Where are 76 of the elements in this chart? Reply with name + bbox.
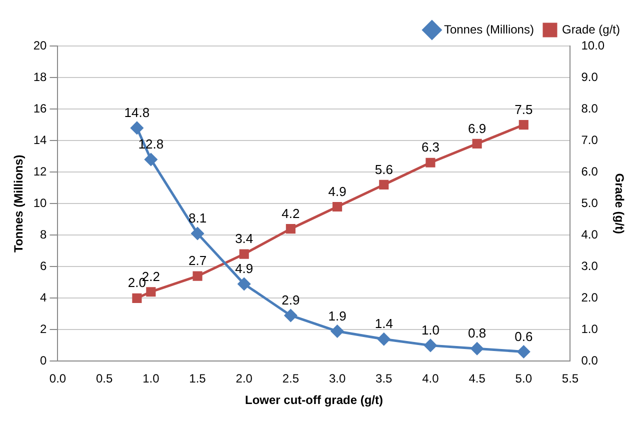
x-axis-title: Lower cut-off grade (g/t) [244, 393, 383, 408]
point [378, 332, 390, 346]
x-tick-label: 4.5 [468, 372, 486, 386]
point [517, 345, 530, 358]
y2-tick-label: 6.0 [581, 164, 598, 178]
data-label: 1.4 [374, 316, 393, 332]
y2-tick-label: 5.0 [581, 196, 598, 210]
y2-tick-label: 9.0 [581, 70, 598, 84]
point [472, 138, 482, 148]
point [192, 271, 202, 281]
y2-tick-label: 3.0 [581, 258, 598, 273]
point [144, 153, 158, 166]
x-tick-label: 0.5 [96, 372, 113, 386]
y-tick-label: 8 [40, 227, 48, 242]
data-label: 4.2 [282, 206, 300, 221]
y-tick-label: 10 [33, 196, 48, 210]
point [379, 180, 389, 190]
data-label: 0.8 [468, 326, 486, 341]
point [239, 249, 249, 259]
y2-tick-label: 1.0 [581, 322, 598, 336]
point [470, 342, 484, 355]
y-tick-label: 4 [40, 290, 48, 304]
point [146, 287, 156, 297]
data-label: 8.1 [188, 210, 207, 226]
y-tick-label: 16 [33, 101, 48, 116]
data-label: 2.7 [188, 253, 207, 268]
y2-tick-label: 8.0 [581, 101, 598, 116]
point [130, 122, 144, 134]
y2-tick-label: 2.0 [581, 290, 598, 304]
x-tick-label: 4.0 [422, 372, 440, 386]
point [132, 293, 142, 303]
point [331, 325, 344, 338]
data-label: 3.4 [235, 231, 254, 246]
data-label: 6.3 [421, 140, 440, 155]
point [191, 227, 204, 240]
x-tick-label: 3.5 [376, 372, 393, 386]
point [518, 120, 528, 130]
data-label: 7.5 [514, 102, 533, 117]
y-tick-label: 2 [40, 322, 48, 336]
x-tick-label: 1.5 [189, 372, 206, 386]
data-label: 6.9 [468, 120, 486, 136]
y-tick-label: 18 [33, 70, 48, 84]
data-label: 2.9 [282, 292, 300, 308]
data-label: 0.6 [514, 328, 533, 344]
point [332, 202, 342, 212]
y-tick-label: 0 [40, 354, 48, 368]
data-label: 1.9 [328, 308, 346, 324]
data-label: 4.9 [235, 261, 254, 276]
data-label: 5.6 [374, 162, 393, 177]
point [284, 309, 297, 322]
y2-tick-label: 4.0 [581, 227, 598, 242]
y-tick-label: 6 [40, 258, 48, 273]
point [238, 278, 250, 290]
y2-tick-label: 7.0 [581, 132, 598, 147]
y2-tick-label: 10.0 [581, 38, 605, 52]
x-tick-label: 5.0 [515, 372, 532, 386]
y-tick-label: 14 [33, 132, 48, 147]
data-label: 4.9 [328, 184, 346, 199]
legend-label: Tonnes (Millions) [444, 22, 534, 36]
data-label: 14.8 [124, 105, 150, 120]
y-tick-label: 20 [33, 38, 48, 52]
y-axis-title: Tonnes (Millions) [12, 154, 26, 252]
x-tick-label: 2.0 [236, 372, 253, 386]
point [286, 224, 296, 234]
x-tick-label: 0.0 [49, 372, 66, 386]
point [426, 158, 436, 168]
y2-tick-label: 0.0 [581, 354, 598, 368]
x-tick-label: 1.0 [142, 372, 160, 386]
point [424, 339, 437, 352]
x-tick-label: 5.5 [562, 372, 579, 386]
legend-label: Grade (g/t) [562, 22, 620, 36]
y2-axis-title: Grade (g/t) [612, 173, 626, 234]
x-tick-label: 2.5 [282, 372, 300, 386]
y-tick-label: 12 [33, 164, 48, 178]
data-label: 1.0 [421, 322, 440, 338]
x-tick-label: 3.0 [328, 372, 346, 386]
